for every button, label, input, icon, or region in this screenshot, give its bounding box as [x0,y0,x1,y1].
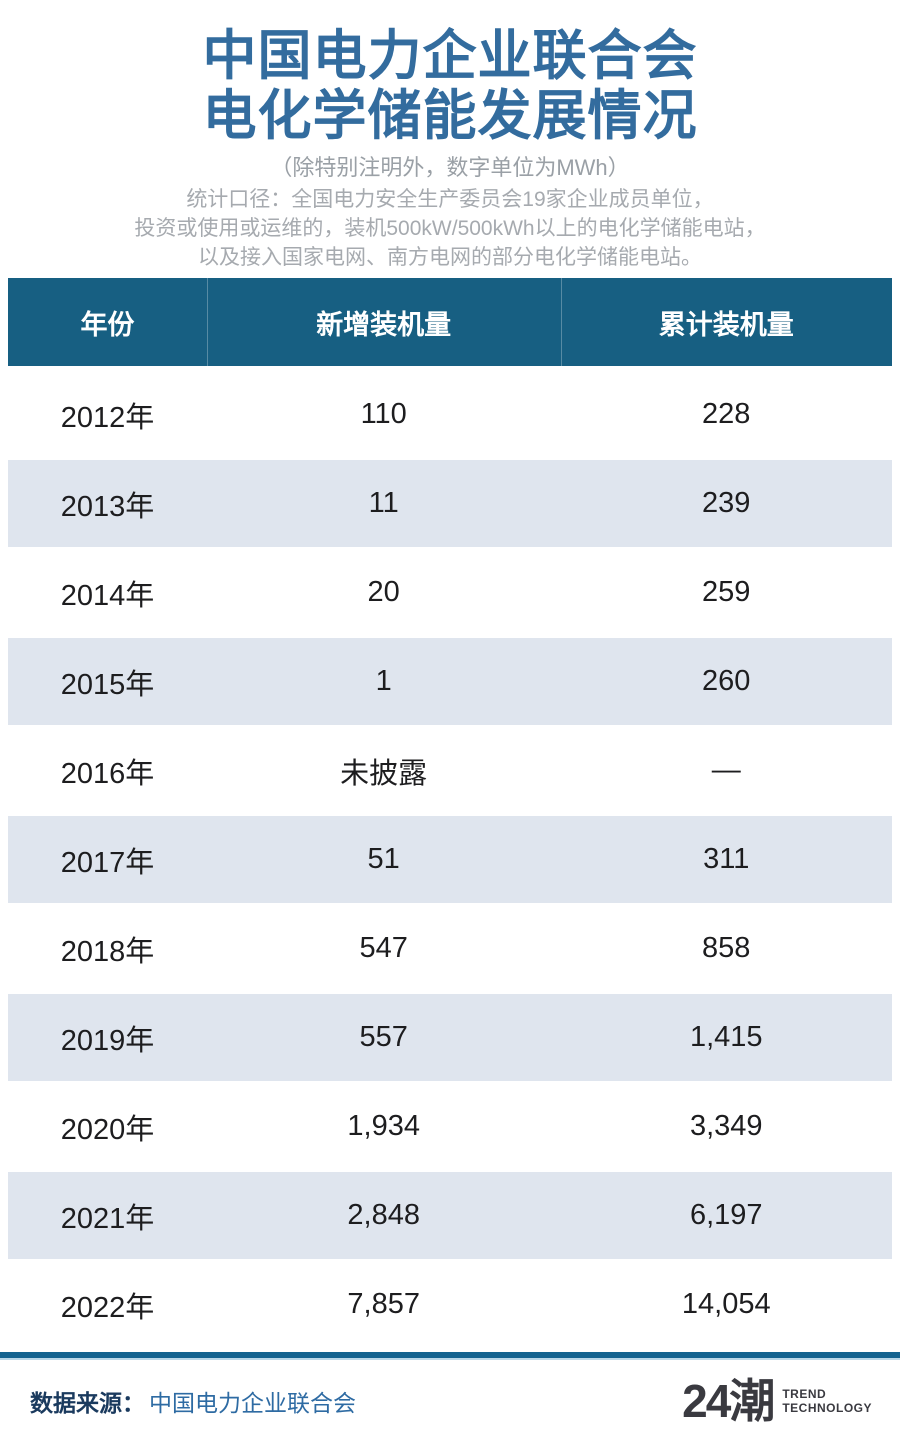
logo-subtitle: TREND TECHNOLOGY [782,1387,872,1415]
table-cell: 239 [702,487,751,519]
table-cell: 311 [703,843,750,875]
table-row: 2017年 51 311 [8,816,892,903]
column-header-added: 新增装机量 [316,309,452,340]
column-header-cumulative: 累计装机量 [658,309,794,340]
table-cell: — [711,754,741,786]
scope-line-2: 投资或使用或运维的，装机500kW/500kWh以上的电化学储能电站， [134,217,766,240]
brand-logo: 24潮 TREND TECHNOLOGY [682,1378,872,1424]
table-cell: 260 [702,665,751,697]
column-separator [206,278,208,366]
footer: 数据来源： 中国电力企业联合会 24潮 TREND TECHNOLOGY [0,1362,900,1440]
logo-subtitle-line1: TREND [782,1387,827,1401]
table-cell: 2018年 [60,935,155,968]
column-header-year: 年份 [80,309,135,340]
table-row: 2012年 110 228 [8,371,892,458]
page-title-line2: 电化学储能发展情况 [202,86,698,146]
data-table: 年份 新增装机量 累计装机量 2012年 110 228 2013年 11 239 2014… [8,278,892,1350]
page-title-line1: 中国电力企业联合会 [202,26,698,86]
table-header-row: 年份 新增装机量 累计装机量 [8,278,892,366]
table-cell: 228 [702,398,751,430]
table-row: 2016年 未披露 — [8,727,892,814]
table-cell: 14,054 [681,1288,771,1320]
table-cell: 2014年 [60,579,155,612]
table-row: 2019年 557 1,415 [8,994,892,1081]
table-cell: 2012年 [60,401,155,434]
data-source: 数据来源： 中国电力企业联合会 [30,1384,356,1418]
table-cell: 2022年 [60,1291,155,1324]
scope-line-3: 以及接入国家电网、南方电网的部分电化学储能电站。 [198,246,702,269]
scope-note: 统计口径：全国电力安全生产委员会19家企业成员单位， 投资或使用或运维的，装机5… [0,185,900,272]
header-section: 中国电力企业联合会 电化学储能发展情况 （除特别注明外，数字单位为MWh） 统计… [0,0,900,272]
table-cell: 557 [359,1021,408,1053]
table-cell: 11 [368,487,399,519]
column-separator [560,278,562,366]
table-cell: 未披露 [340,757,428,790]
logo-24chao-wordmark: 24潮 [682,1375,775,1427]
table-cell: 2,848 [347,1199,420,1231]
table-cell: 110 [360,398,407,430]
table-cell: 7,857 [347,1288,420,1320]
table-row: 2021年 2,848 6,197 [8,1172,892,1259]
table-row: 2015年 1 260 [8,638,892,725]
data-source-value: 中国电力企业联合会 [149,1390,356,1416]
table-cell: 2013年 [60,490,155,523]
table-cell: 2017年 [60,846,155,879]
unit-note: （除特别注明外，数字单位为MWh） [270,155,630,180]
scope-line-1: 统计口径：全国电力安全生产委员会19家企业成员单位， [186,188,714,211]
table-cell: 547 [359,932,408,964]
table-row: 2018年 547 858 [8,905,892,992]
table-cell: 2016年 [60,757,155,790]
table-cell: 51 [367,843,400,875]
table-cell: 259 [702,576,751,608]
data-source-label: 数据来源： [30,1390,145,1416]
table-cell: 6,197 [689,1199,763,1231]
table-row: 2013年 11 239 [8,460,892,547]
table-row: 2022年 7,857 14,054 [8,1261,892,1348]
table-cell: 1,934 [347,1110,420,1142]
logo-subtitle-line2: TECHNOLOGY [782,1401,872,1415]
table-cell: 3,349 [689,1110,763,1142]
table-cell: 858 [702,932,751,964]
table-cell: 20 [367,576,400,608]
footer-divider-bar [0,1352,900,1360]
table-cell: 1,415 [689,1021,763,1053]
table-body: 2012年 110 228 2013年 11 239 2014年 20 259 2015年 1 260… [8,371,892,1348]
table-row: 2014年 20 259 [8,549,892,636]
table-cell: 2019年 [60,1024,155,1057]
table-row: 2020年 1,934 3,349 [8,1083,892,1170]
table-cell: 2021年 [60,1202,155,1235]
table-cell: 2020年 [60,1113,155,1146]
table-cell: 1 [375,665,392,697]
table-cell: 2015年 [60,668,155,701]
